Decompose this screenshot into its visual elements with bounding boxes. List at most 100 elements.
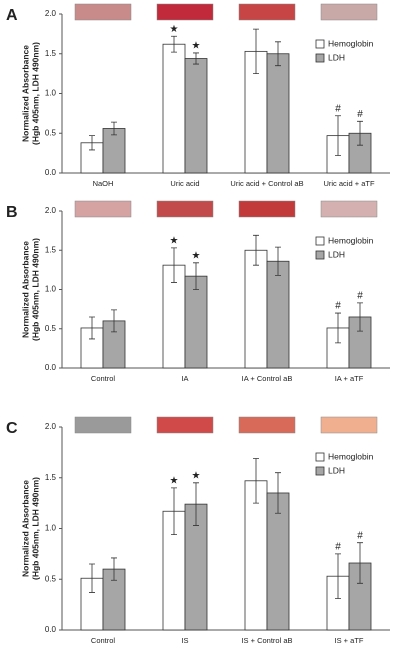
error-bar (111, 309, 117, 333)
bar (266, 53, 290, 174)
significance-marker: ★ (170, 476, 179, 487)
bar (184, 58, 208, 174)
significance-marker: ★ (192, 41, 201, 52)
photo (74, 200, 132, 218)
legend-label: LDH (328, 249, 345, 259)
y-tick-label: 2.0 (45, 9, 57, 18)
y-tick-label: 1.5 (45, 49, 57, 58)
legend-label: Hemoglobin (328, 38, 374, 48)
x-tick-label: IA + Control aB (242, 374, 293, 383)
error-bar (357, 542, 363, 584)
error-bar (171, 247, 177, 283)
significance-marker: # (357, 530, 363, 541)
photo (156, 200, 214, 218)
y-tick-label: 2.0 (45, 206, 57, 215)
photo (238, 416, 296, 434)
legend-swatch (315, 53, 325, 63)
error-bar (253, 234, 259, 266)
x-tick-label: IS (181, 636, 188, 645)
legend-swatch (315, 39, 325, 49)
error-bar (275, 246, 281, 276)
y-tick-label: 0.5 (45, 128, 57, 137)
panel-label: A (6, 7, 18, 24)
significance-marker: ★ (192, 470, 201, 481)
x-tick-label: Control (91, 636, 116, 645)
significance-marker: # (335, 103, 341, 114)
y-tick-label: 0.0 (45, 625, 57, 634)
y-axis-label: (Hgb 405nm, LDH 490nm) (30, 238, 40, 341)
error-bar (357, 120, 363, 146)
y-tick-label: 1.0 (45, 89, 57, 98)
error-bar (193, 52, 199, 65)
bar (244, 249, 268, 369)
error-bar (193, 482, 199, 526)
error-bar (253, 458, 259, 504)
x-tick-label: IA (181, 374, 188, 383)
y-tick-label: 1.0 (45, 524, 57, 533)
x-tick-label: Control (91, 374, 116, 383)
y-axis-label: Normalized Absorbance (20, 480, 30, 577)
y-tick-label: 1.5 (45, 245, 57, 254)
photo (320, 200, 378, 218)
y-axis-label: (Hgb 405nm, LDH 490nm) (30, 477, 40, 580)
y-tick-label: 0.5 (45, 324, 57, 333)
y-tick-label: 1.5 (45, 473, 57, 482)
x-tick-label: IS + Control aB (241, 636, 292, 645)
legend-label: LDH (328, 52, 345, 62)
legend-label: LDH (328, 465, 345, 475)
error-bar (193, 262, 199, 290)
bar (162, 43, 186, 174)
error-bar (357, 302, 363, 332)
error-bar (111, 121, 117, 136)
legend-swatch (315, 466, 325, 476)
x-tick-label: Uric acid (170, 179, 199, 188)
error-bar (253, 28, 259, 75)
x-tick-label: IS + aTF (335, 636, 364, 645)
error-bar (335, 312, 341, 344)
photo (238, 3, 296, 21)
legend-swatch (315, 452, 325, 462)
panel-label: B (6, 204, 18, 221)
x-tick-label: IA + aTF (335, 374, 364, 383)
bar (184, 275, 208, 369)
error-bar (89, 316, 95, 340)
y-tick-label: 1.0 (45, 285, 57, 294)
photo (74, 416, 132, 434)
error-bar (275, 472, 281, 514)
x-tick-label: Uric acid + Control aB (230, 179, 303, 188)
photo (156, 416, 214, 434)
legend-swatch (315, 236, 325, 246)
error-bar (335, 553, 341, 599)
error-bar (89, 135, 95, 151)
significance-marker: ★ (192, 250, 201, 261)
error-bar (111, 557, 117, 581)
photo (74, 3, 132, 21)
x-tick-label: Uric acid + aTF (323, 179, 374, 188)
y-tick-label: 0.0 (45, 168, 57, 177)
significance-marker: ★ (170, 24, 179, 35)
error-bar (275, 41, 281, 67)
error-bar (89, 563, 95, 593)
photo (320, 416, 378, 434)
photo (320, 3, 378, 21)
significance-marker: # (357, 290, 363, 301)
y-axis-label: Normalized Absorbance (20, 241, 30, 338)
bar (266, 260, 290, 369)
significance-marker: ★ (170, 236, 179, 247)
y-tick-label: 2.0 (45, 422, 57, 431)
y-axis-label: Normalized Absorbance (20, 45, 30, 142)
y-axis-label: (Hgb 405nm, LDH 490nm) (30, 42, 40, 145)
x-tick-label: NaOH (93, 179, 114, 188)
significance-marker: # (335, 542, 341, 553)
photo (238, 200, 296, 218)
error-bar (171, 487, 177, 535)
legend-label: Hemoglobin (328, 235, 374, 245)
y-tick-label: 0.0 (45, 363, 57, 372)
significance-marker: # (357, 109, 363, 120)
significance-marker: # (335, 301, 341, 312)
legend-label: Hemoglobin (328, 451, 374, 461)
y-tick-label: 0.5 (45, 574, 57, 583)
panel-label: C (6, 420, 18, 437)
legend-swatch (315, 250, 325, 260)
